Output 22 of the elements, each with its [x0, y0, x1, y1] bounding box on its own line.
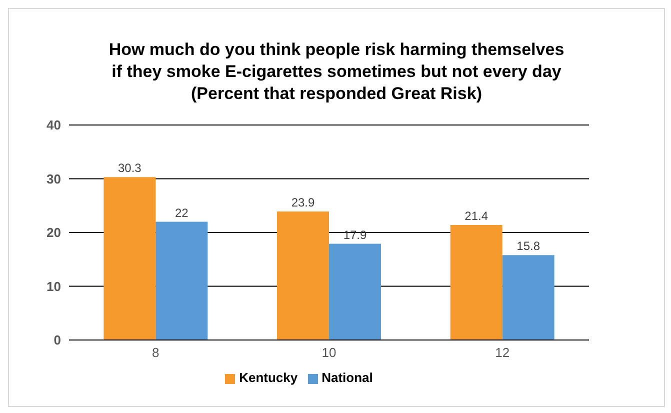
data-label: 22 — [174, 206, 189, 220]
y-tick-label: 40 — [46, 118, 61, 133]
bar — [329, 244, 381, 340]
data-label: 21.4 — [464, 208, 488, 223]
bar — [502, 255, 554, 340]
data-label: 30.3 — [118, 161, 142, 176]
x-tick-label: 12 — [495, 345, 510, 360]
x-tick-label: 10 — [322, 345, 336, 360]
y-tick-label: 0 — [54, 332, 61, 348]
y-tick-label: 20 — [46, 225, 61, 240]
bar — [156, 222, 208, 340]
x-tick-label: 8 — [152, 345, 160, 360]
chart-title: How much do you think people risk harming themselves if they smoke E-cigarettes sometimes but not every day (Percent that responded Great Risk) — [108, 39, 566, 105]
data-label: 15.8 — [516, 239, 540, 254]
y-tick-label: 10 — [46, 278, 61, 294]
bar — [277, 212, 329, 340]
bar — [450, 224, 502, 340]
legend-label: Kentucky — [239, 370, 298, 385]
legend-label: National — [322, 370, 373, 385]
bar — [104, 177, 156, 340]
y-tick-label: 30 — [46, 171, 61, 186]
data-label: 23.9 — [291, 196, 315, 210]
